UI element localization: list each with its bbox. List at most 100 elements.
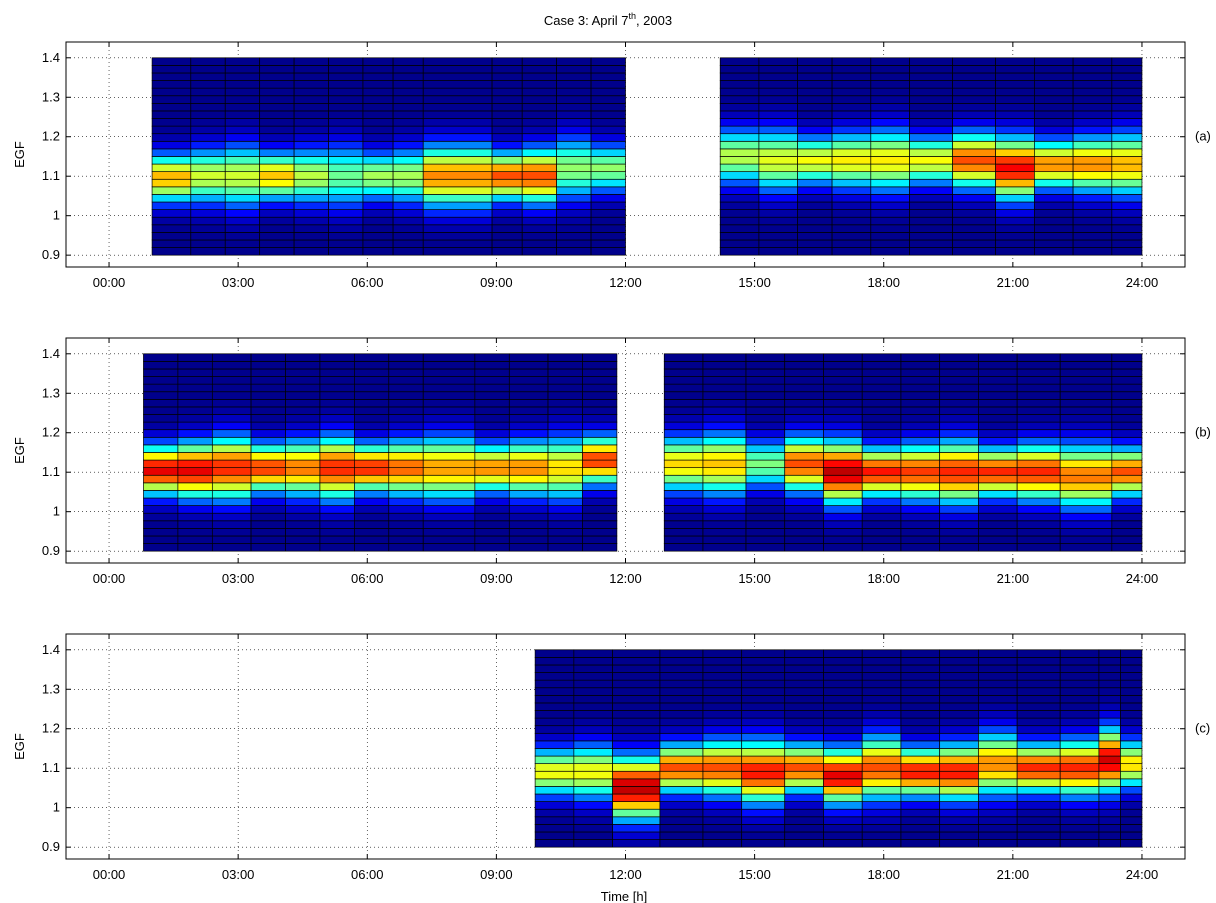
x-tick-label: 21:00	[997, 867, 1030, 882]
heatmap-cell	[250, 543, 286, 552]
heatmap-cell	[861, 467, 902, 476]
heatmap-cell	[259, 125, 295, 135]
heatmap-cell	[422, 482, 476, 491]
heatmap-cell	[612, 755, 661, 765]
heatmap-cell	[784, 770, 824, 780]
heatmap-cell	[719, 186, 760, 195]
heatmap-cell	[1111, 398, 1143, 408]
heatmap-cell	[1098, 770, 1121, 780]
heatmap-cell	[491, 201, 523, 210]
heatmap-cell	[151, 95, 192, 104]
heatmap-cell	[1034, 201, 1074, 210]
heatmap-cell	[573, 710, 613, 719]
heatmap-cell	[573, 816, 613, 825]
heatmap-cell	[556, 156, 592, 165]
heatmap-cell	[250, 512, 286, 522]
heatmap-column	[831, 57, 872, 256]
heatmap-cell	[422, 102, 493, 112]
heatmap-cell	[259, 239, 295, 248]
heatmap-cell	[319, 414, 355, 423]
heatmap-cell	[293, 87, 329, 97]
heatmap-cell	[978, 801, 1018, 810]
heatmap-cell	[995, 125, 1035, 135]
heatmap-cell	[491, 133, 523, 142]
heatmap-cell	[151, 118, 192, 127]
heatmap-cell	[211, 497, 252, 506]
heatmap-cell	[328, 125, 364, 135]
heatmap-cell	[861, 831, 902, 840]
heatmap-cell	[939, 748, 979, 757]
heatmap-cell	[259, 95, 295, 104]
heatmap-cell	[573, 649, 613, 658]
heatmap-cell	[143, 467, 179, 476]
heatmap-cell	[663, 421, 704, 431]
heatmap-cell	[1016, 528, 1061, 537]
heatmap-cell	[151, 216, 192, 226]
heatmap-cell	[508, 497, 549, 506]
heatmap-cell	[1098, 725, 1121, 734]
heatmap-column	[547, 353, 583, 552]
heatmap-cell	[1120, 824, 1143, 833]
heatmap-cell	[556, 65, 592, 74]
heatmap-cell	[293, 118, 329, 127]
heatmap-cell	[582, 391, 618, 400]
heatmap-cell	[362, 186, 394, 195]
heatmap-cell	[1120, 732, 1143, 742]
heatmap-cell	[1059, 801, 1100, 810]
heatmap-cell	[211, 543, 252, 552]
heatmap-cell	[491, 87, 523, 97]
heatmap-cell	[1059, 406, 1113, 415]
heatmap-cell	[702, 801, 743, 810]
heatmap-cell	[590, 102, 626, 112]
heatmap-cell	[422, 186, 493, 195]
heatmap-cell	[823, 702, 863, 711]
heatmap-column	[745, 353, 786, 552]
heatmap-cell	[547, 490, 583, 499]
heatmap-cell	[995, 201, 1035, 210]
heatmap-cell	[151, 87, 192, 97]
y-tick-label: 1.2	[42, 425, 60, 440]
heatmap-cell	[978, 672, 1018, 681]
heatmap-cell	[741, 831, 786, 840]
heatmap-cell	[422, 178, 493, 188]
heatmap-cell	[612, 740, 661, 749]
heatmap-cell	[823, 725, 863, 734]
heatmap-cell	[861, 763, 902, 772]
heatmap-cell	[1016, 391, 1061, 400]
y-tick-label: 1.1	[42, 168, 60, 183]
heatmap-cell	[797, 186, 833, 195]
heatmap-cell	[663, 436, 704, 446]
heatmap-cell	[702, 657, 743, 666]
heatmap-cell	[702, 398, 747, 408]
heatmap-cell	[861, 452, 902, 461]
heatmap-cell	[474, 414, 510, 423]
heatmap-cell	[702, 786, 743, 795]
heatmap-cell	[784, 391, 824, 400]
heatmap-cell	[758, 148, 799, 157]
heatmap-cell	[1059, 391, 1113, 400]
heatmap-cell	[978, 824, 1018, 833]
heatmap-cell	[1016, 748, 1061, 757]
heatmap-cell	[508, 482, 549, 491]
heatmap-cell	[939, 467, 979, 476]
heatmap-cell	[702, 770, 743, 780]
heatmap-cell	[758, 110, 799, 119]
heatmap-cell	[422, 467, 476, 476]
heatmap-cell	[741, 748, 786, 757]
heatmap-cell	[758, 224, 799, 233]
heatmap-cell	[784, 543, 824, 552]
heatmap-cell	[861, 672, 902, 681]
heatmap-cell	[259, 57, 295, 66]
heatmap-cell	[362, 133, 394, 142]
heatmap-cell	[151, 178, 192, 188]
heatmap-cell	[1120, 831, 1143, 840]
heatmap-cell	[900, 459, 941, 469]
heatmap-cell	[1098, 816, 1121, 825]
heatmap-cell	[177, 436, 213, 446]
heatmap-cell	[422, 406, 476, 415]
heatmap-cell	[1072, 102, 1113, 112]
heatmap-column	[392, 57, 424, 256]
heatmap-cell	[745, 467, 786, 476]
heatmap-cell	[702, 763, 743, 772]
heatmap-cell	[1034, 171, 1074, 180]
